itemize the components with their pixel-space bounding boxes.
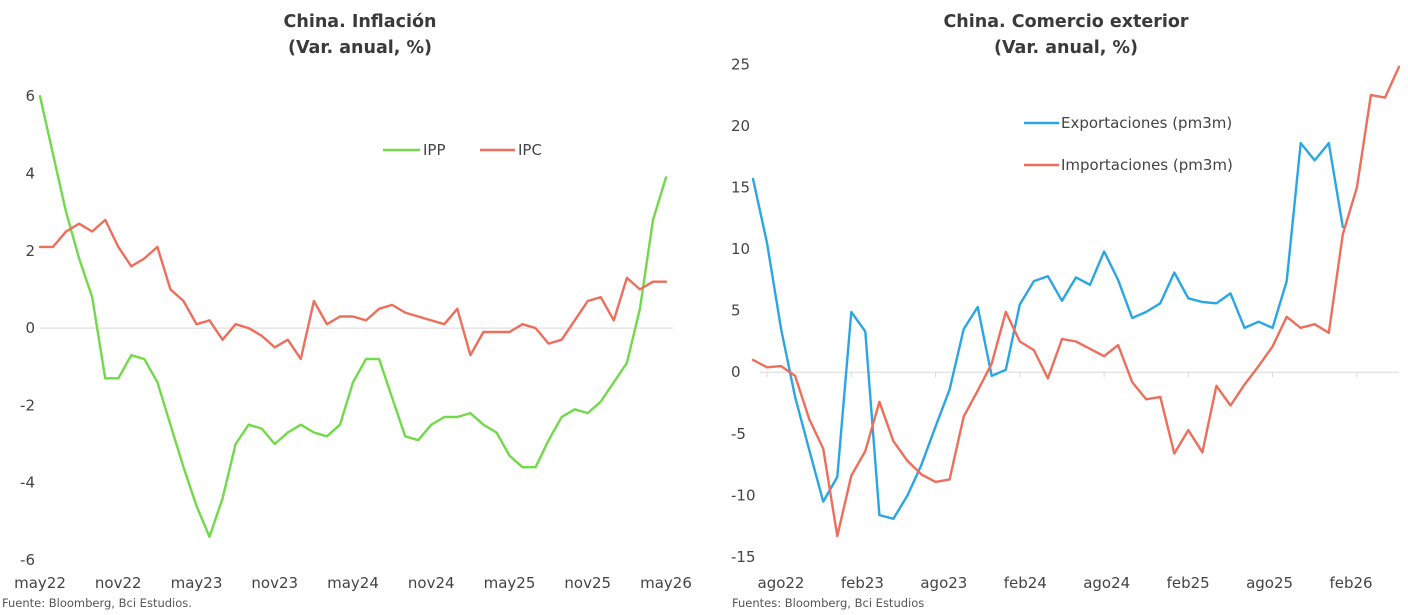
inflation-x-tick-label: may26 (640, 574, 692, 592)
inflation-y-tick-label: 4 (25, 164, 35, 182)
trade-y-tick-label: 0 (731, 363, 741, 381)
inflation-y-tick-label: 0 (25, 319, 35, 337)
inflation-series-ipp-line (38, 94, 668, 538)
trade-title-line2: (Var. anual, %) (993, 38, 1139, 58)
trade-source-note: Fuentes: Bloomberg, Bci Estudios (732, 596, 925, 610)
inflation-y-tick-label: -6 (20, 551, 35, 569)
trade-y-tick-label: -15 (731, 548, 756, 566)
trade-x-tick-label: ago24 (1083, 574, 1130, 592)
trade-x-tick-label: ago23 (920, 574, 967, 592)
inflation-title-line1: China. Inflación (283, 12, 437, 32)
inflation-legend-item: IPP (383, 141, 446, 159)
trade-x-tick-label: feb26 (1329, 574, 1372, 592)
trade-legend-item: Exportaciones (pm3m) (1024, 114, 1232, 132)
inflation-x-tick-label: nov25 (564, 574, 611, 592)
trade-y-tick-label: 25 (731, 55, 750, 73)
inflation-x-tick-label: nov22 (95, 574, 142, 592)
trade-series-importaciones-pm3m-line (751, 65, 1401, 538)
inflation-x-tick-label: may24 (327, 574, 379, 592)
trade-x-tick-label: feb25 (1167, 574, 1210, 592)
trade-y-tick-label: -10 (731, 486, 756, 504)
trade-x-tick-label: ago25 (1246, 574, 1293, 592)
trade-y-tick-label: 10 (731, 240, 750, 258)
trade-series-exportaciones-pm3m-line (751, 141, 1344, 520)
inflation-x-tick-label: may25 (484, 574, 536, 592)
trade-legend-item: Importaciones (pm3m) (1024, 156, 1233, 174)
trade-x-tick-label: feb23 (841, 574, 884, 592)
inflation-legend-label: IPP (423, 141, 446, 159)
inflation-title-line2: (Var. anual, %) (287, 38, 433, 58)
trade-x-tick-label: feb24 (1004, 574, 1047, 592)
trade-y-tick-label: -5 (731, 425, 746, 443)
inflation-source-note: Fuente: Bloomberg, Bci Estudios. (2, 596, 192, 610)
inflation-legend-label: IPC (518, 141, 542, 159)
inflation-x-tick-label: nov24 (408, 574, 455, 592)
inflation-series-ipc-line (38, 218, 668, 361)
inflation-y-tick-label: 2 (25, 242, 35, 260)
inflation-y-tick-label: -4 (20, 474, 35, 492)
trade-y-tick-label: 20 (731, 117, 750, 135)
trade-y-tick-label: 15 (731, 178, 750, 196)
trade-legend-label: Importaciones (pm3m) (1061, 156, 1233, 174)
trade-legend-label: Exportaciones (pm3m) (1061, 114, 1232, 132)
inflation-y-tick-label: 6 (25, 87, 35, 105)
inflation-x-tick-label: may22 (14, 574, 66, 592)
inflation-y-tick-label: -2 (20, 396, 35, 414)
inflation-x-tick-label: may23 (171, 574, 223, 592)
inflation-chart-panel: China. Inflación (Var. anual, %) 6 4 2 0 -2 -… (0, 0, 700, 615)
inflation-chart: 6 4 2 0 -2 -4 -6 may22 nov22 may23 nov23 may24 nov24… (14, 87, 692, 592)
trade-title-line1: China. Comercio exterior (943, 12, 1189, 32)
trade-y-tick-label: 5 (731, 302, 741, 320)
trade-x-tick-label: ago22 (758, 574, 805, 592)
trade-chart-panel: China. Comercio exterior (Var. anual, %)… (704, 0, 1408, 615)
inflation-x-tick-label: nov23 (251, 574, 298, 592)
trade-chart-title: China. Comercio exterior (Var. anual, %) (714, 9, 1408, 61)
inflation-legend-item: IPC (480, 141, 542, 159)
inflation-chart-title: China. Inflación (Var. anual, %) (10, 9, 710, 61)
